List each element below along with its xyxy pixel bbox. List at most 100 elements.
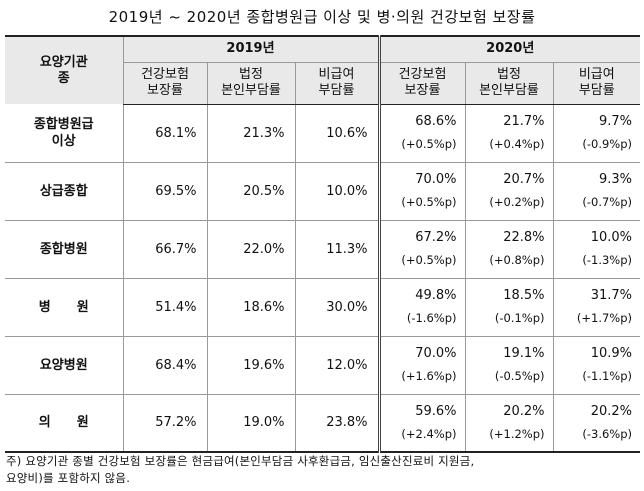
cell-delta: (-0.9%p) [582, 137, 633, 151]
col-header-coverage-2020: 건강보험 보장률 [377, 62, 465, 105]
cell-delta: (-1.3%p) [582, 253, 633, 267]
cell-value: 10.0% [590, 230, 633, 245]
cell-delta: (+0.5%p) [401, 195, 457, 209]
cell-2020-copay: 22.8% (+0.8%p) [464, 220, 553, 279]
cell-value: 19.1% [503, 346, 545, 361]
cell-2020-copay: 21.7% (+0.4%p) [464, 104, 553, 163]
cell-delta: (+0.8%p) [489, 253, 545, 267]
cell-2020-noncovered: 31.7% (+1.7%p) [552, 278, 641, 337]
coverage-table: 요양기관 종 2019년 2020년 건강보험 보장률 법정 본인부담률 비급여… [5, 35, 641, 453]
table-row: 종합병원급 이상 68.1% 21.3% 10.6% 68.6% (+0.5%p)… [5, 104, 641, 163]
cell-delta: (+1.7%p) [576, 311, 633, 325]
cell-value: 9.3% [598, 172, 633, 187]
cell-2019-copay: 19.6% [206, 336, 295, 395]
cell-delta: (+2.4%p) [401, 426, 457, 441]
cell-2019-copay: 20.5% [206, 162, 295, 221]
cell-delta: (-0.1%p) [494, 311, 545, 325]
footnote: 주) 요양기관 종별 건강보험 보장률은 현금급여(본인부담금 사후환급금, 임… [6, 454, 475, 485]
cell-2020-noncovered: 20.2% (-3.6%p) [552, 394, 641, 453]
cell-value: 70.0% [415, 346, 457, 361]
cell-2020-noncovered: 9.7% (-0.9%p) [552, 104, 641, 163]
cell-2019-copay: 18.6% [206, 278, 295, 337]
cell-value: 59.6% [415, 403, 457, 419]
table-row: 상급종합 69.5% 20.5% 10.0% 70.0% (+0.5%p) 20.… [5, 162, 641, 221]
page-title: 2019년 ~ 2020년 종합병원급 이상 및 병·의원 건강보험 보장률 [108, 8, 536, 26]
cell-delta: (+1.6%p) [401, 369, 457, 383]
cell-2019-coverage: 68.4% [122, 336, 207, 395]
cell-2019-noncovered: 11.3% [294, 220, 379, 279]
table-row: 요양병원 68.4% 19.6% 12.0% 70.0% (+1.6%p) 19.… [5, 336, 641, 395]
cell-value: 10.9% [590, 346, 633, 361]
table-row: 병 원 51.4% 18.6% 30.0% 49.8% (-1.6%p) 18.5… [5, 278, 641, 337]
cell-value: 68.6% [415, 114, 457, 129]
cell-value: 20.2% [590, 403, 633, 419]
row-label: 병 원 [5, 278, 123, 337]
cell-2019-noncovered: 12.0% [294, 336, 379, 395]
row-label: 종합병원급 이상 [5, 104, 123, 163]
cell-2020-noncovered: 10.0% (-1.3%p) [552, 220, 641, 279]
col-header-noncovered-2019: 비급여 부담률 [294, 62, 379, 105]
cell-2019-coverage: 57.2% [122, 394, 207, 453]
cell-delta: (-1.6%p) [406, 311, 457, 325]
cell-2019-noncovered: 30.0% [294, 278, 379, 337]
cell-delta: (+0.5%p) [401, 137, 457, 151]
cell-value: 9.7% [598, 114, 633, 129]
cell-value: 22.8% [503, 230, 545, 245]
cell-value: 70.0% [415, 172, 457, 187]
cell-2019-coverage: 69.5% [122, 162, 207, 221]
cell-2019-copay: 19.0% [206, 394, 295, 453]
year-2020-header: 2020년 [377, 35, 641, 63]
cell-value: 31.7% [590, 288, 633, 303]
cell-2019-noncovered: 23.8% [294, 394, 379, 453]
col-header-noncovered-2020: 비급여 부담률 [552, 62, 641, 105]
cell-value: 49.8% [415, 288, 457, 303]
row-label: 요양병원 [5, 336, 123, 395]
cell-delta: (+0.2%p) [489, 195, 545, 209]
header-row-years: 요양기관 종 2019년 2020년 [5, 35, 641, 104]
cell-2019-noncovered: 10.0% [294, 162, 379, 221]
cell-delta: (-0.7%p) [582, 195, 633, 209]
cell-2019-copay: 22.0% [206, 220, 295, 279]
cell-2020-coverage: 68.6% (+0.5%p) [377, 104, 465, 163]
cell-2020-coverage: 70.0% (+0.5%p) [377, 162, 465, 221]
year-2019-header: 2019년 [122, 35, 379, 63]
cell-2020-copay: 19.1% (-0.5%p) [464, 336, 553, 395]
table-row: 종합병원 66.7% 22.0% 11.3% 67.2% (+0.5%p) 22.… [5, 220, 641, 279]
cell-2020-copay: 20.2% (+1.2%p) [464, 394, 553, 453]
row-label: 종합병원 [5, 220, 123, 279]
row-label: 의 원 [5, 394, 123, 453]
cell-delta: (+1.2%p) [489, 426, 545, 441]
cell-2019-noncovered: 10.6% [294, 104, 379, 163]
cell-delta: (-0.5%p) [494, 369, 545, 383]
cell-delta: (+0.5%p) [401, 253, 457, 267]
cell-2019-coverage: 68.1% [122, 104, 207, 163]
cell-2019-coverage: 66.7% [122, 220, 207, 279]
institution-type-header: 요양기관 종 [5, 35, 123, 104]
cell-2020-coverage: 59.6% (+2.4%p) [377, 394, 465, 453]
cell-2019-copay: 21.3% [206, 104, 295, 163]
cell-value: 20.7% [503, 172, 545, 187]
table-row: 의 원 57.2% 19.0% 23.8% 59.6% (+2.4%p) 20.2… [5, 394, 641, 453]
cell-2020-copay: 20.7% (+0.2%p) [464, 162, 553, 221]
table-body: 종합병원급 이상 68.1% 21.3% 10.6% 68.6% (+0.5%p)… [5, 104, 641, 453]
cell-delta: (+0.4%p) [489, 137, 545, 151]
cell-value: 21.7% [503, 114, 545, 129]
cell-2020-noncovered: 9.3% (-0.7%p) [552, 162, 641, 221]
cell-delta: (-3.6%p) [582, 426, 633, 441]
cell-2019-coverage: 51.4% [122, 278, 207, 337]
cell-2020-coverage: 67.2% (+0.5%p) [377, 220, 465, 279]
header-row-columns: 건강보험 보장률 법정 본인부담률 비급여 부담률 건강보험 보장률 법정 본인… [5, 62, 641, 105]
cell-2020-copay: 18.5% (-0.1%p) [464, 278, 553, 337]
cell-2020-coverage: 49.8% (-1.6%p) [377, 278, 465, 337]
col-header-copay-2019: 법정 본인부담률 [206, 62, 295, 105]
cell-delta: (-1.1%p) [582, 369, 633, 383]
cell-value: 20.2% [503, 403, 545, 419]
cell-value: 67.2% [415, 230, 457, 245]
col-header-copay-2020: 법정 본인부담률 [464, 62, 553, 105]
cell-value: 18.5% [503, 288, 545, 303]
cell-2020-noncovered: 10.9% (-1.1%p) [552, 336, 641, 395]
row-label: 상급종합 [5, 162, 123, 221]
col-header-coverage-2019: 건강보험 보장률 [122, 62, 207, 105]
cell-2020-coverage: 70.0% (+1.6%p) [377, 336, 465, 395]
